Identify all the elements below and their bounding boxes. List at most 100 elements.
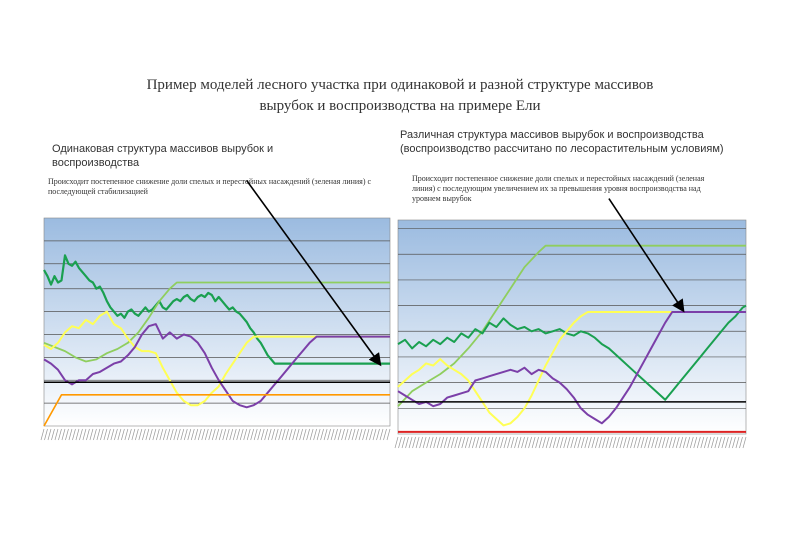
- x-tick: [714, 436, 719, 449]
- x-tick: [602, 436, 606, 449]
- x-tick: [528, 436, 532, 449]
- x-tick: [672, 436, 677, 449]
- x-tick: [486, 436, 490, 449]
- x-tick: [155, 428, 160, 441]
- x-tick: [401, 436, 406, 449]
- x-tick: [159, 428, 164, 441]
- x-tick: [654, 436, 659, 449]
- x-tick: [229, 428, 234, 441]
- series-line: [397, 311, 746, 427]
- x-tick: [721, 436, 726, 449]
- x-tick: [149, 428, 153, 441]
- x-tick: [521, 436, 525, 449]
- x-tick: [605, 436, 610, 449]
- x-tick: [619, 436, 624, 449]
- x-tick: [591, 436, 596, 449]
- x-tick: [700, 436, 705, 449]
- x-tick: [742, 436, 747, 449]
- x-tick: [566, 436, 571, 449]
- x-tick: [124, 428, 129, 441]
- x-tick: [162, 428, 167, 441]
- x-tick: [372, 428, 377, 441]
- x-tick: [180, 428, 185, 441]
- x-tick: [288, 428, 293, 441]
- x-tick: [386, 428, 391, 441]
- right-chart: [394, 198, 747, 449]
- series-line: [43, 254, 390, 365]
- x-tick: [644, 436, 648, 449]
- x-tick: [630, 436, 634, 449]
- right-panel-heading: Различная структура массивов вырубок и в…: [400, 129, 724, 155]
- x-tick: [201, 428, 206, 441]
- x-tick: [408, 436, 413, 449]
- title-line-2: вырубок и воспроизводства на примере Ели: [259, 98, 541, 114]
- x-tick: [542, 436, 546, 449]
- x-tick: [440, 436, 445, 449]
- x-tick: [89, 428, 94, 441]
- x-tick: [675, 436, 680, 449]
- x-tick: [295, 428, 300, 441]
- x-tick: [222, 428, 227, 441]
- x-tick: [362, 428, 366, 441]
- x-tick: [573, 436, 578, 449]
- x-tick: [468, 436, 473, 449]
- x-tick: [563, 436, 568, 449]
- x-tick: [689, 436, 694, 449]
- x-tick: [535, 436, 539, 449]
- series-line: [43, 281, 390, 363]
- series-line: [43, 310, 390, 407]
- x-tick: [351, 428, 356, 441]
- x-tick: [131, 428, 136, 441]
- x-tick: [531, 436, 536, 449]
- x-tick: [68, 428, 73, 441]
- x-tick: [507, 436, 511, 449]
- x-tick: [415, 436, 420, 449]
- right-panel-note: Происходит постепенное снижение доли спе…: [412, 174, 705, 203]
- x-tick: [703, 436, 708, 449]
- x-tick: [138, 428, 143, 441]
- x-tick: [358, 428, 363, 441]
- left-panel-note: Происходит постепенное снижение доли спе…: [48, 177, 372, 196]
- x-tick: [302, 428, 307, 441]
- x-tick: [545, 436, 550, 449]
- x-tick: [686, 436, 691, 449]
- plot-area: [43, 217, 391, 427]
- x-tick: [369, 428, 373, 441]
- x-tick: [450, 436, 455, 449]
- x-tick: [65, 428, 69, 441]
- x-tick: [647, 436, 652, 449]
- x-tick: [707, 436, 712, 449]
- x-tick: [422, 436, 427, 449]
- x-tick: [658, 436, 662, 449]
- x-axis-ticks: [394, 436, 747, 449]
- x-tick: [47, 428, 52, 441]
- x-tick: [190, 428, 195, 441]
- x-tick: [117, 428, 122, 441]
- x-tick: [570, 436, 575, 449]
- x-tick: [110, 428, 115, 441]
- x-tick: [457, 436, 462, 449]
- x-tick: [524, 436, 529, 449]
- series-line: [397, 304, 747, 401]
- x-tick: [383, 428, 387, 441]
- x-tick: [419, 436, 423, 449]
- x-tick: [86, 428, 90, 441]
- x-tick: [728, 436, 733, 449]
- x-tick: [376, 428, 380, 441]
- x-tick: [299, 428, 303, 441]
- x-tick: [208, 428, 213, 441]
- x-tick: [96, 428, 101, 441]
- x-tick: [341, 428, 345, 441]
- x-tick: [93, 428, 97, 441]
- x-tick: [103, 428, 108, 441]
- x-tick: [552, 436, 557, 449]
- x-tick: [145, 428, 150, 441]
- x-tick: [471, 436, 476, 449]
- x-tick: [609, 436, 613, 449]
- x-tick: [549, 436, 554, 449]
- x-tick: [595, 436, 599, 449]
- x-tick: [447, 436, 452, 449]
- annotation-arrow: [608, 198, 685, 313]
- x-tick: [337, 428, 342, 441]
- x-tick: [612, 436, 617, 449]
